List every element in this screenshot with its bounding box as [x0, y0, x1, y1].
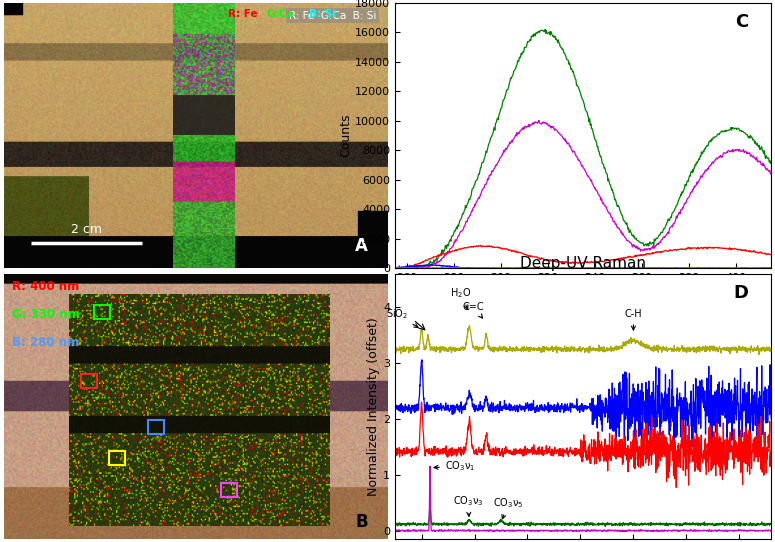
Text: R: Fe: R: Fe — [229, 9, 258, 20]
Title: Deep-UV Raman: Deep-UV Raman — [520, 256, 646, 271]
X-axis label: Wavelength (nm): Wavelength (nm) — [529, 289, 637, 302]
Text: G:Ca: G:Ca — [267, 9, 294, 20]
Text: G: 330 nm: G: 330 nm — [12, 308, 79, 321]
Text: A: A — [356, 237, 368, 255]
Text: C=C: C=C — [463, 302, 484, 318]
Y-axis label: Normalized Intensity (offset): Normalized Intensity (offset) — [367, 317, 381, 496]
Y-axis label: Counts: Counts — [339, 114, 353, 157]
Text: C: C — [735, 14, 749, 31]
Text: R: 400 nm: R: 400 nm — [12, 280, 79, 293]
Text: $\mathregular{CO_3}$$\mathregular{\nu_3}$: $\mathregular{CO_3}$$\mathregular{\nu_3}… — [453, 494, 484, 517]
Text: $\mathregular{CO_3}$$\mathregular{\nu_1}$: $\mathregular{CO_3}$$\mathregular{\nu_1}… — [434, 460, 475, 473]
Text: C-H: C-H — [625, 309, 642, 330]
Text: B: 280 nm: B: 280 nm — [12, 336, 79, 349]
Text: R: Fe  G:Ca  B: Si: R: Fe G:Ca B: Si — [288, 11, 376, 21]
Text: B: B — [356, 513, 368, 531]
Bar — [148, 421, 164, 434]
Bar — [94, 305, 110, 319]
Text: B: Si: B: Si — [308, 9, 336, 20]
Text: D: D — [734, 285, 749, 302]
Bar — [81, 374, 97, 388]
Bar — [221, 483, 236, 497]
Text: $\mathregular{CO_3}$$\mathregular{\nu_5}$: $\mathregular{CO_3}$$\mathregular{\nu_5}… — [493, 496, 524, 519]
Text: H$_2$O: H$_2$O — [450, 286, 471, 309]
Bar — [109, 451, 126, 465]
Text: 2 cm: 2 cm — [71, 223, 102, 236]
Text: SiO$_2$: SiO$_2$ — [385, 307, 419, 327]
